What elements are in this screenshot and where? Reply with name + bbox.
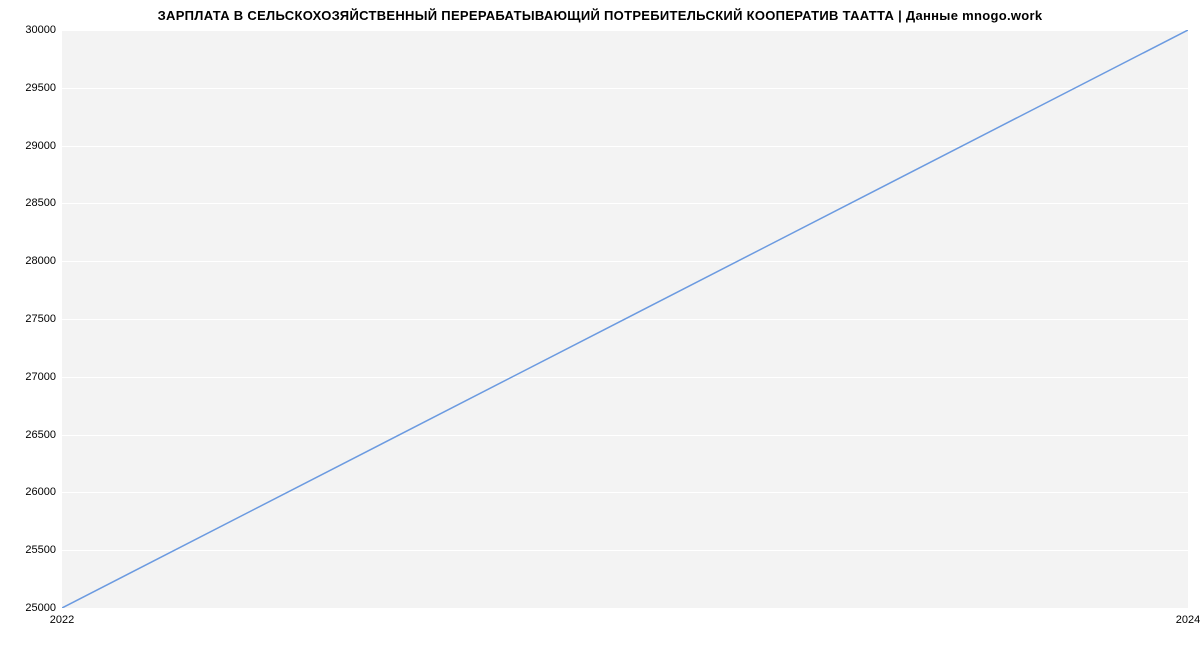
y-tick-label: 28500 — [25, 197, 56, 209]
gridline — [62, 608, 1188, 609]
x-tick-label: 2022 — [50, 614, 74, 626]
y-tick-label: 25000 — [25, 602, 56, 614]
y-tick-label: 30000 — [25, 24, 56, 36]
x-tick-label: 2024 — [1176, 614, 1200, 626]
line-series — [62, 30, 1188, 608]
y-tick-label: 27000 — [25, 371, 56, 383]
y-tick-label: 28000 — [25, 255, 56, 267]
y-tick-label: 29000 — [25, 140, 56, 152]
y-tick-label: 25500 — [25, 544, 56, 556]
chart-title: ЗАРПЛАТА В СЕЛЬСКОХОЗЯЙСТВЕННЫЙ ПЕРЕРАБА… — [0, 8, 1200, 23]
series-line — [62, 30, 1188, 608]
y-tick-label: 29500 — [25, 82, 56, 94]
plot-area: 2500025500260002650027000275002800028500… — [62, 30, 1188, 608]
y-tick-label: 26500 — [25, 429, 56, 441]
y-tick-label: 27500 — [25, 313, 56, 325]
y-tick-label: 26000 — [25, 486, 56, 498]
